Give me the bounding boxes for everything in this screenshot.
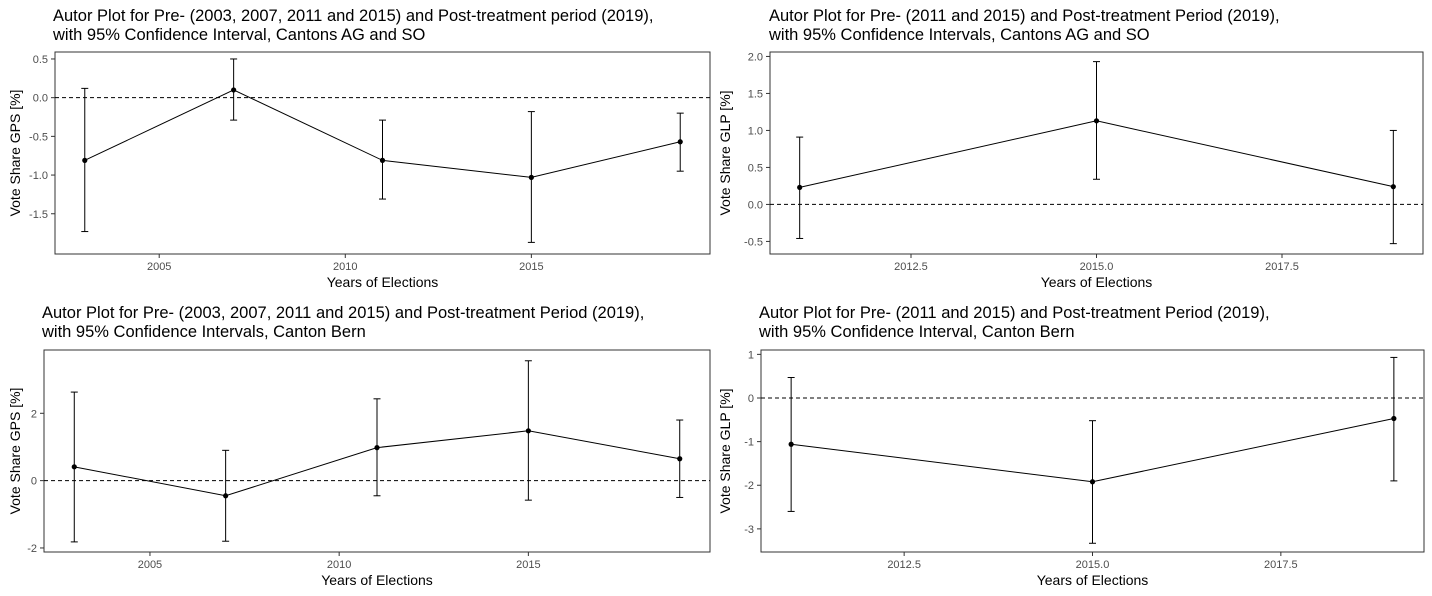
y-tick-label: -3 bbox=[744, 524, 754, 536]
chart-title: Autor Plot for Pre- (2003, 2007, 2011 an… bbox=[53, 7, 654, 44]
y-tick-label: 0 bbox=[31, 476, 37, 488]
data-point bbox=[788, 441, 794, 447]
chart-title: Autor Plot for Pre- (2003, 2007, 2011 an… bbox=[42, 304, 645, 341]
y-axis-title: Vote Share GLP [%] bbox=[717, 388, 733, 513]
y-tick-label: 1.5 bbox=[748, 88, 763, 100]
x-axis-title: Years of Elections bbox=[327, 274, 439, 290]
x-tick-label: 2005 bbox=[138, 559, 162, 571]
x-axis-title: Years of Elections bbox=[1037, 572, 1149, 588]
x-tick-label: 2015.0 bbox=[1076, 559, 1110, 571]
x-tick-label: 2012.5 bbox=[887, 559, 921, 571]
y-tick-label: -1 bbox=[744, 437, 754, 449]
data-point bbox=[71, 464, 77, 470]
y-tick-label: 0.0 bbox=[748, 199, 763, 211]
y-tick-label: 1.0 bbox=[748, 125, 763, 137]
y-tick-label: -0.5 bbox=[744, 236, 763, 248]
y-tick-label: -2 bbox=[744, 480, 754, 492]
chart-plot: -0.5 0.0 0.5 1.0 1.5 2.0 2012.5 2015.0 2017.5 Yea… bbox=[717, 51, 1424, 290]
y-tick-label: 2 bbox=[31, 408, 37, 420]
data-point bbox=[379, 157, 386, 163]
y-tick-label: 0 bbox=[748, 393, 754, 405]
y-tick-label: -1.5 bbox=[29, 209, 48, 221]
x-tick-label: 2015.0 bbox=[1080, 261, 1114, 273]
y-tick-label: 2.0 bbox=[748, 51, 763, 63]
data-point bbox=[1089, 479, 1096, 485]
data-point bbox=[1390, 184, 1396, 190]
data-point bbox=[528, 174, 534, 180]
x-tick-label: 2005 bbox=[147, 261, 171, 273]
data-point bbox=[1391, 415, 1397, 422]
chart-panel-2: Autor Plot for Pre- (2011 and 2015) and … bbox=[716, 0, 1432, 298]
x-tick-label: 2015 bbox=[516, 559, 540, 571]
data-point bbox=[82, 157, 88, 163]
y-tick-label: -2 bbox=[27, 543, 37, 555]
plot-border bbox=[43, 349, 711, 553]
x-tick-label: 2012.5 bbox=[894, 261, 928, 273]
chart-plot: -1.5 -1.0 -0.5 0.0 0.5 2005 2010 2015 Years of E… bbox=[7, 51, 711, 290]
y-tick-label: 0.5 bbox=[33, 54, 48, 66]
x-tick-label: 2017.5 bbox=[1264, 559, 1298, 571]
x-tick-label: 2017.5 bbox=[1265, 261, 1299, 273]
x-tick-label: 2010 bbox=[333, 261, 357, 273]
x-axis-title: Years of Elections bbox=[1041, 274, 1153, 290]
y-tick-label: 0.5 bbox=[748, 162, 763, 174]
y-tick-label: -0.5 bbox=[29, 131, 48, 143]
data-point bbox=[677, 456, 683, 462]
data-point bbox=[525, 428, 531, 434]
y-tick-label: -1.0 bbox=[29, 170, 48, 182]
x-tick-label: 2015 bbox=[519, 261, 543, 273]
chart-panel-4: Autor Plot for Pre- (2011 and 2015) and … bbox=[716, 298, 1432, 596]
data-point bbox=[1093, 118, 1100, 124]
chart-title: Autor Plot for Pre- (2011 and 2015) and … bbox=[759, 304, 1270, 341]
chart-panel-1: Autor Plot for Pre- (2003, 2007, 2011 an… bbox=[0, 0, 716, 298]
data-point bbox=[231, 87, 237, 93]
data-point bbox=[223, 493, 229, 499]
y-tick-label: 1 bbox=[748, 349, 754, 361]
y-tick-label: 0.0 bbox=[33, 93, 48, 105]
data-point bbox=[677, 139, 683, 145]
y-axis-title: Vote Share GLP [%] bbox=[717, 90, 733, 215]
data-point bbox=[374, 445, 380, 451]
data-point bbox=[797, 184, 803, 191]
plot-border bbox=[54, 51, 711, 255]
chart-plot: -3 -2 -1 0 1 2012.5 2015.0 2017.5 Years of Elect… bbox=[717, 349, 1425, 588]
y-axis-title: Vote Share GPS [%] bbox=[7, 388, 23, 515]
y-axis-title: Vote Share GPS [%] bbox=[7, 90, 23, 217]
chart-panel-3: Autor Plot for Pre- (2003, 2007, 2011 an… bbox=[0, 298, 716, 596]
chart-plot: -2 0 2 2005 2010 2015 Years of Elections Vote S… bbox=[7, 349, 711, 588]
chart-title: Autor Plot for Pre- (2011 and 2015) and … bbox=[769, 7, 1280, 44]
x-tick-label: 2010 bbox=[327, 559, 351, 571]
x-axis-title: Years of Elections bbox=[321, 572, 433, 588]
